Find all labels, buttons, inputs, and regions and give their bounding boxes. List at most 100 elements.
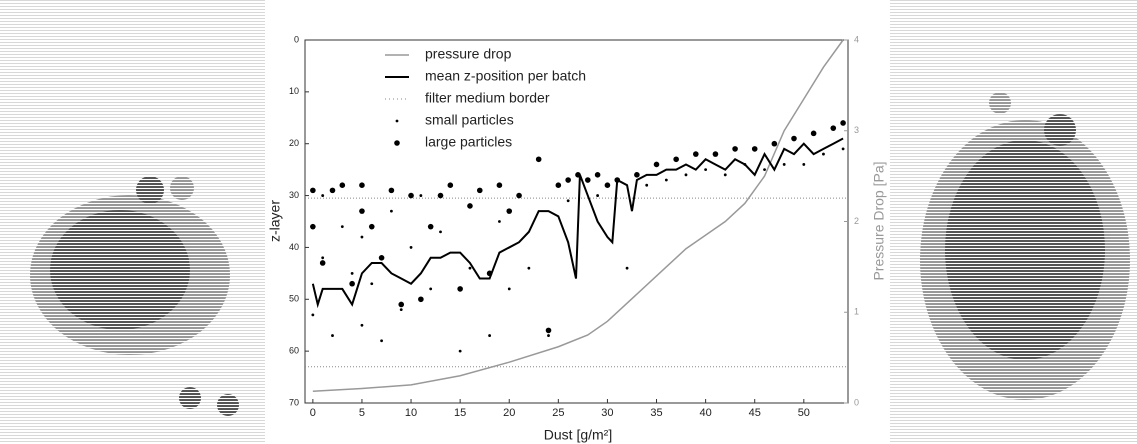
particle-point [418,296,424,303]
particle-point [535,156,542,163]
particle-point [625,266,629,270]
particle-point [822,152,825,156]
particle-point [340,225,344,229]
x-tick-label: 35 [650,407,662,419]
particle-point [350,271,354,275]
particle-point [498,220,501,223]
particle-point [723,173,727,177]
particle-point [732,146,738,152]
particle-point [594,172,601,178]
y-tick-label: 60 [289,346,299,356]
particle-point [427,223,434,230]
particle-point [743,163,747,166]
particle-point [398,301,405,308]
legend-label: filter medium border [425,90,550,106]
x-tick-label: 5 [359,407,365,419]
particle-point [634,172,640,178]
particle-point [329,187,336,194]
particle-point [310,187,316,194]
particle-point [399,308,403,312]
particle-point [664,178,668,182]
plot-frame [304,39,849,404]
particle-point [390,209,393,213]
right-particle-image [890,0,1137,444]
particle-point [506,208,513,214]
particle-point [791,135,797,142]
x-tick-label: 10 [405,407,417,419]
particle-point [566,199,570,203]
particle-point [555,182,562,188]
legend-label: mean z-position per batch [425,68,586,84]
left-particle-image [0,0,265,444]
particle-point [575,172,581,178]
particle-point [604,182,611,188]
particle-point [486,270,493,277]
particle-point [409,246,413,249]
particle-point [547,334,550,337]
particle-point [437,192,444,199]
x-tick-label: 40 [699,407,711,419]
particle-point [476,187,483,194]
particle-point [359,182,365,188]
x-tick-label: 20 [503,407,515,419]
particle-point [368,223,375,230]
particle-point [360,323,364,327]
x-tick-label: 30 [601,407,613,419]
particle-point [488,334,492,337]
particle-point [830,125,837,131]
y2-tick-label: 3 [854,125,859,135]
particle-point [457,286,463,292]
y-axis-label: z-layer [267,200,283,242]
particle-point [388,187,395,194]
particle-point [693,151,699,157]
legend-label: small particles [425,112,514,128]
particle-point [516,192,522,199]
particle-point [507,287,511,291]
particle-point [360,235,364,239]
x-tick-label: 25 [552,407,564,419]
legend-label: pressure drop [425,46,512,62]
particle-point [841,147,845,151]
particle-point [310,223,316,230]
particle-point [545,327,552,334]
y-tick-label: 70 [289,397,299,407]
particle-point [584,177,591,183]
particle-point [339,182,346,188]
particle-point [408,192,414,199]
particle-point [458,349,462,353]
particle-point [378,254,385,261]
legend-symbol [395,119,399,123]
particle-point [684,173,688,177]
particle-point [321,256,325,260]
particle-point [782,163,786,166]
particle-point [527,266,531,270]
y2-tick-label: 1 [854,307,859,317]
y-tick-label: 20 [289,138,299,148]
particle-point [496,182,503,188]
particle-point [380,339,383,343]
particle-point [653,161,660,168]
particle-point [429,287,433,291]
particle-point [645,183,649,187]
particle-point [712,151,719,157]
particle-point [467,203,473,209]
y-tick-label: 50 [289,294,299,304]
x-tick-label: 15 [454,407,466,419]
y2-tick-label: 2 [854,216,859,226]
particle-point [751,146,758,152]
particle-point [447,182,454,188]
particle-point [810,130,817,137]
particle-point [596,194,600,197]
particle-point [370,282,374,286]
particle-point [331,334,334,337]
particle-point [704,168,708,172]
y2-axis-label: Pressure Drop [Pa] [871,161,887,280]
y-tick-label: 30 [289,190,299,200]
x-tick-label: 50 [798,407,810,419]
particle-point [349,280,355,287]
series-line [312,39,844,392]
particle-point [311,313,315,317]
y-tick-label: 10 [289,86,299,96]
particle-point [840,120,846,126]
